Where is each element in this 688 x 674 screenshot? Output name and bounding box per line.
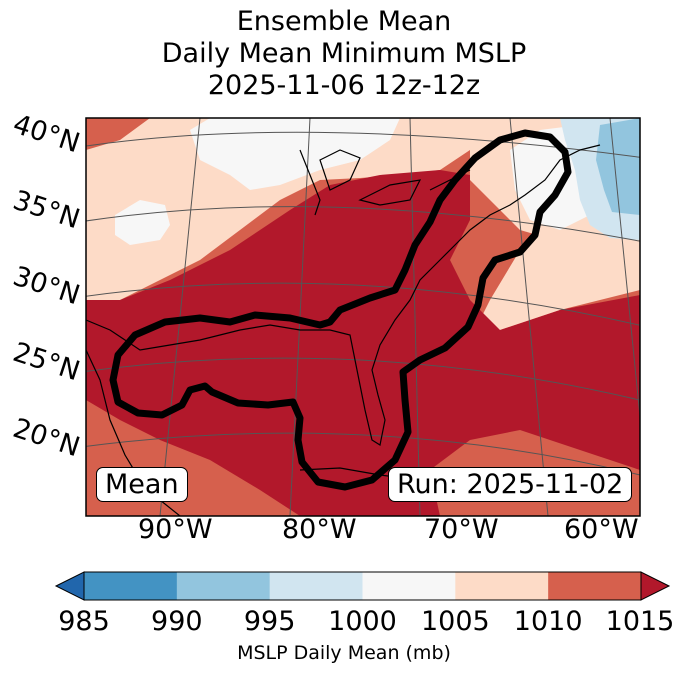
colorbar-tick-label: 1015 xyxy=(605,606,675,637)
pressure-contour xyxy=(109,129,572,491)
run-date-badge: Run: 2025-11-02 xyxy=(388,467,633,502)
colorbar-tick-label: 995 xyxy=(243,606,296,637)
title-line-3: 2025-11-06 12z-12z xyxy=(207,70,481,101)
colorbar-cell xyxy=(455,572,549,600)
field-1005-1010 xyxy=(86,118,470,300)
colorbar-tick-label: 1010 xyxy=(513,606,583,637)
colorbar-extend-high xyxy=(640,571,671,601)
field-1000-1005-north xyxy=(190,118,400,190)
title-line-1: Ensemble Mean xyxy=(236,6,452,37)
mean-badge: Mean xyxy=(96,467,188,502)
lon-label-80w: 80°W xyxy=(282,514,357,545)
colorbar-cell xyxy=(548,572,642,600)
title-line-2: Daily Mean Minimum MSLP xyxy=(161,38,527,69)
field-1000-1005-west xyxy=(115,200,170,245)
lon-label-70w: 70°W xyxy=(424,514,499,545)
colorbar-tick-label: 1000 xyxy=(328,606,397,637)
coastlines xyxy=(86,144,601,516)
lon-label-60w: 60°W xyxy=(564,514,639,545)
field-above-1015 xyxy=(86,170,640,516)
colorbar-tick-label: 1005 xyxy=(420,606,490,637)
colorbar-tick-label: 985 xyxy=(58,606,110,637)
lon-label-90w: 90°W xyxy=(138,514,213,545)
colorbar-extend-low xyxy=(54,571,85,601)
colorbar-tick-label: 990 xyxy=(151,606,203,637)
field-990-995 xyxy=(596,118,640,215)
colorbar-cell xyxy=(84,572,178,600)
colorbar-cell xyxy=(269,572,363,600)
colorbar-label: MSLP Daily Mean (mb) xyxy=(237,642,451,664)
colorbar-cell xyxy=(362,572,456,600)
colorbar-cell xyxy=(176,572,271,600)
